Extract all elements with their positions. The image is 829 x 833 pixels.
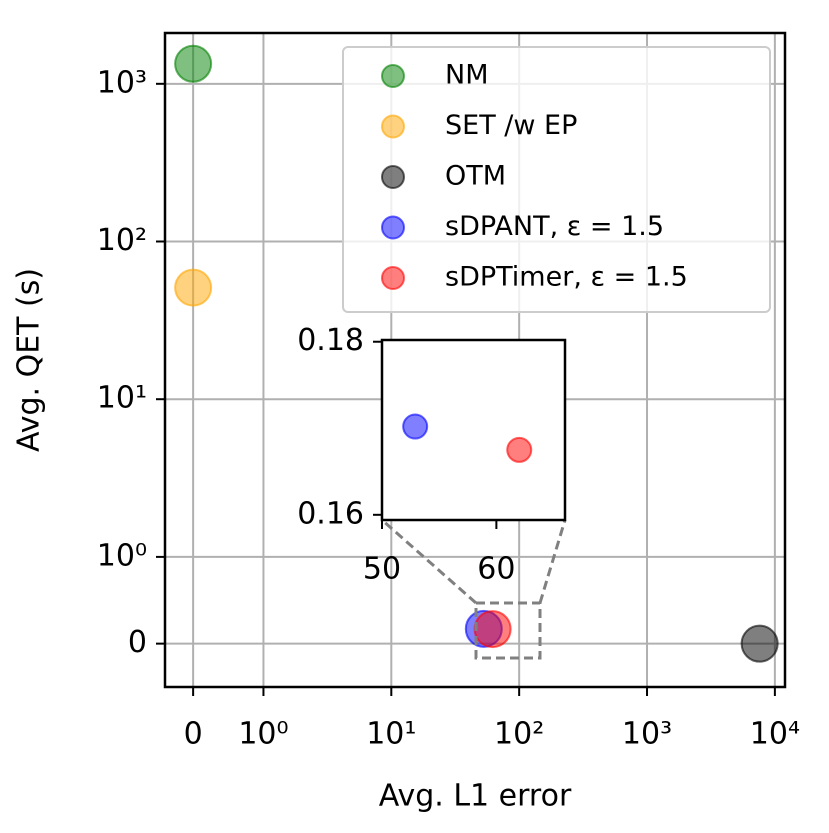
point: [740, 624, 779, 663]
legend-marker: [381, 114, 405, 139]
legend: NM SET /w EP OTM sDPANT, ε = 1.5 sDPTimer, ε…: [342, 46, 771, 313]
x-tick-label: 10³: [622, 717, 672, 752]
x-axis-title: Avg. L1 error: [379, 779, 572, 814]
legend-label: sDPTimer, ε = 1.5: [445, 262, 688, 293]
zoom-region: [474, 601, 542, 660]
y-axis-title: Avg. QET (s): [12, 268, 47, 452]
x-tick-label: 10¹: [366, 717, 416, 752]
inset: 50 60 0.16 0.18: [297, 323, 567, 587]
legend-label: sDPANT, ε = 1.5: [445, 211, 664, 242]
inset-x-tick-label: 50: [363, 552, 401, 587]
inset-point: [402, 413, 429, 440]
point: [174, 268, 213, 307]
inset-y-tick-label: 0.16: [297, 496, 364, 531]
legend-marker: [381, 215, 405, 240]
y-tick-label: 10¹: [97, 381, 147, 416]
x-tick-label: 10²: [494, 717, 544, 752]
zoom-connector: [538, 519, 567, 604]
inset-x-tick-label: 60: [477, 552, 515, 587]
y-tick-label: 0: [128, 625, 147, 660]
legend-box: [342, 46, 771, 313]
legend-marker: [381, 266, 405, 290]
axes-frame: [163, 31, 787, 689]
legend-label: NM: [445, 60, 489, 91]
y-tick-label: 10⁰: [97, 538, 147, 573]
point: [473, 610, 512, 649]
x-tick-label: 10⁰: [238, 717, 288, 752]
inset-y-tick-label: 0.18: [297, 323, 364, 358]
legend-marker: [381, 165, 405, 189]
legend-label: OTM: [445, 161, 506, 192]
y-tick-label: 10³: [97, 65, 147, 100]
zoom-connector: [381, 518, 477, 605]
y-tick-label: 10²: [97, 223, 147, 258]
legend-label: SET /w EP: [445, 110, 577, 141]
point: [174, 44, 213, 83]
inset-point: [506, 436, 533, 463]
x-tick-label: 0: [184, 717, 203, 752]
x-tick-label: 10⁴: [750, 717, 800, 752]
legend-marker: [381, 64, 405, 88]
